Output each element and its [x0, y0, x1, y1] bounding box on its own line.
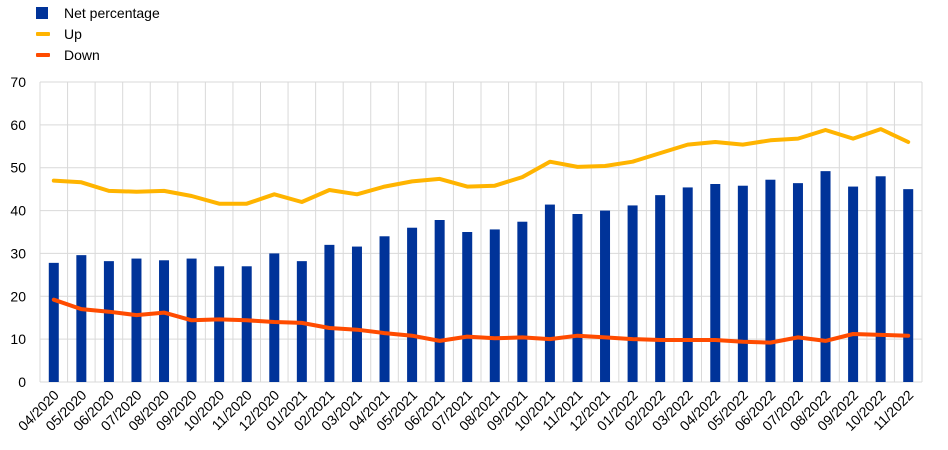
bar-net-percentage — [324, 244, 335, 382]
bar-net-percentage — [351, 246, 362, 382]
bar-net-percentage — [903, 189, 914, 382]
bar-net-percentage — [159, 260, 170, 382]
bar-net-percentage — [131, 258, 142, 382]
series-lines — [51, 127, 911, 345]
bar-net-percentage — [655, 195, 666, 382]
legend-item-up: Up — [36, 23, 160, 44]
bar-net-percentage — [572, 214, 583, 382]
bar-net-percentage — [517, 221, 528, 382]
y-axis-ticks: 0 10 20 30 40 50 60 70 — [10, 74, 26, 390]
bar-net-percentage — [765, 179, 776, 382]
line-up — [51, 127, 911, 206]
y-tick-label: 40 — [10, 203, 26, 219]
y-tick-label: 60 — [10, 117, 26, 133]
bar-net-percentage — [48, 262, 59, 382]
legend-item-net: Net percentage — [36, 2, 160, 23]
bar-net-percentage — [407, 227, 418, 382]
bar-net-percentage — [76, 255, 87, 382]
bar-net-percentage — [710, 184, 721, 382]
bar-net-percentage — [627, 205, 638, 382]
bar-net-percentage — [544, 204, 555, 382]
legend-item-down: Down — [36, 44, 160, 65]
bar-net-percentage — [875, 176, 886, 382]
bar-net-percentage — [848, 186, 859, 382]
bar-net-percentage — [820, 171, 831, 382]
legend-label-net: Net percentage — [64, 4, 160, 21]
bar-net-percentage — [214, 266, 225, 382]
legend-swatch-net — [36, 6, 48, 19]
y-tick-label: 30 — [10, 245, 26, 261]
legend-label-up: Up — [64, 25, 82, 42]
y-tick-label: 50 — [10, 160, 26, 176]
y-tick-label: 20 — [10, 288, 26, 304]
y-tick-label: 10 — [10, 331, 26, 347]
bar-net-percentage — [792, 183, 803, 382]
y-tick-label: 0 — [18, 374, 26, 390]
bar-net-percentage — [600, 210, 611, 382]
line-down — [51, 297, 911, 345]
bar-net-percentage — [434, 220, 445, 382]
bar-net-percentage — [489, 229, 500, 382]
chart-legend: Net percentage Up Down — [36, 2, 160, 65]
bar-net-percentage — [103, 261, 114, 382]
bar-net-percentage — [462, 232, 473, 382]
legend-label-down: Down — [64, 46, 100, 63]
y-tick-label: 70 — [10, 74, 26, 90]
bar-net-percentage — [737, 185, 748, 382]
x-axis-ticks: 04/202005/202006/202007/202008/202009/20… — [15, 387, 917, 434]
legend-swatch-up — [36, 31, 50, 36]
bar-net-percentage — [241, 266, 252, 382]
bar-net-percentage — [682, 187, 693, 382]
net-percentage-bars — [48, 171, 914, 382]
bar-net-percentage — [379, 236, 390, 382]
legend-swatch-down — [36, 52, 50, 57]
bar-net-percentage — [269, 253, 280, 382]
